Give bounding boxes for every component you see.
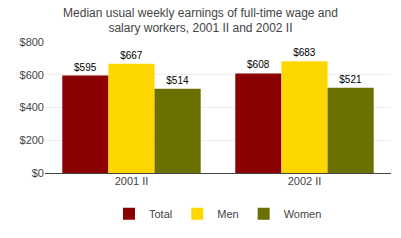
svg-text:Total: Total: [149, 208, 172, 220]
svg-text:$200: $200: [20, 134, 44, 146]
svg-text:Median usual weekly earnings o: Median usual weekly earnings of full-tim…: [63, 6, 338, 36]
svg-text:$667: $667: [120, 50, 143, 61]
svg-text:$600: $600: [20, 69, 44, 81]
svg-text:$800: $800: [20, 36, 44, 48]
svg-text:$514: $514: [166, 75, 189, 86]
svg-text:Women: Women: [284, 208, 322, 220]
svg-text:Men: Men: [217, 208, 238, 220]
svg-text:$400: $400: [20, 101, 44, 113]
svg-text:$683: $683: [293, 47, 316, 58]
svg-text:$608: $608: [247, 59, 270, 70]
svg-text:2002 II: 2002 II: [288, 175, 322, 187]
svg-text:$595: $595: [74, 62, 97, 73]
svg-text:2001 II: 2001 II: [115, 175, 149, 187]
svg-text:$0: $0: [32, 167, 44, 179]
svg-text:$521: $521: [339, 74, 362, 85]
